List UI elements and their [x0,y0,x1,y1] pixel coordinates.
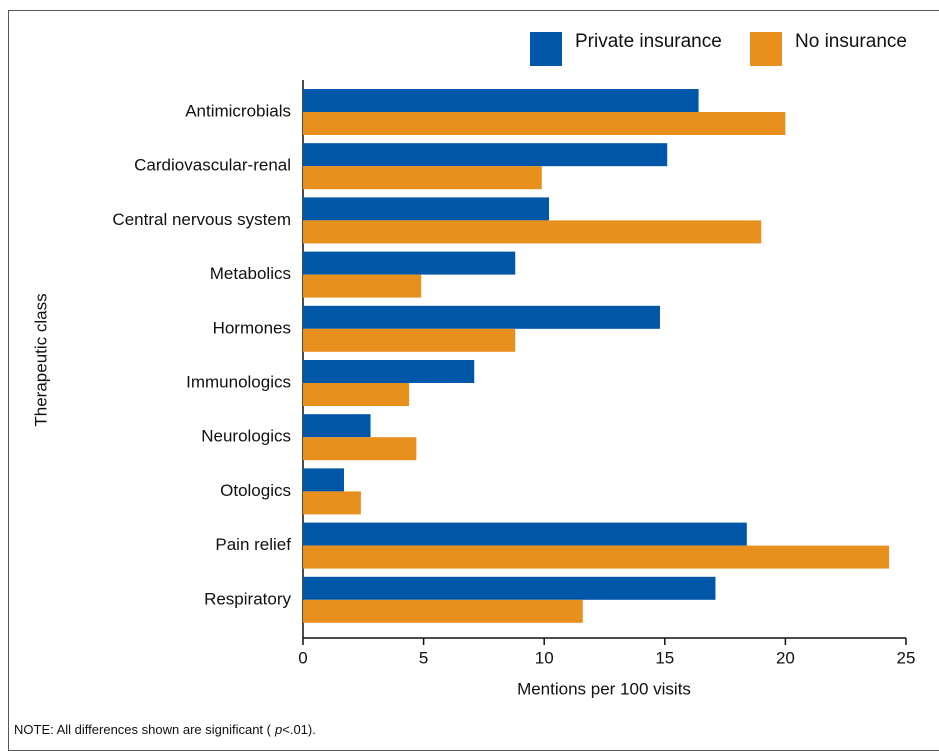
bar [303,251,516,275]
y-tick-label: Respiratory [204,589,291,608]
bar [303,599,583,623]
x-tick-label: 25 [897,648,916,667]
bar [303,522,747,546]
bar [303,437,417,461]
x-tick-label: 10 [535,648,554,667]
y-tick-label: Central nervous system [112,210,291,229]
legend-label: Private insurance [575,31,722,52]
bar [303,468,345,492]
bar [303,576,716,600]
y-tick-label: Immunologics [186,372,291,391]
y-tick-label: Pain relief [215,535,291,554]
note-symbol: p [274,722,282,737]
note-suffix: <.01). [282,722,316,737]
y-tick-label: Neurologics [201,427,291,446]
bar [303,383,410,406]
x-tick-label: 15 [655,648,674,667]
x-tick-label: 20 [776,648,795,667]
y-tick-label: Antimicrobials [185,101,291,120]
x-axis-label: Mentions per 100 visits [517,679,691,698]
x-tick-label: 5 [419,648,428,667]
bar [303,166,542,190]
bar [303,197,550,221]
note-prefix: NOTE: All differences shown are signific… [14,722,272,737]
bar [303,360,475,383]
legend-swatch [750,32,782,66]
x-tick-label: 0 [298,648,307,667]
bar [303,414,371,438]
note: NOTE: All differences shown are signific… [14,722,316,737]
bar [303,545,890,569]
bar [303,274,422,298]
bar [303,491,361,515]
legend-label: No insurance [795,31,907,52]
y-tick-label: Otologics [220,481,291,500]
bar [303,112,786,135]
bar [303,305,660,329]
legend-swatch [530,32,562,66]
bar [303,89,699,112]
y-tick-label: Cardiovascular-renal [134,156,291,175]
bar [303,143,668,167]
y-tick-label: Hormones [213,318,291,337]
bar [303,220,762,244]
y-axis-label: Therapeutic class [31,293,50,426]
bar [303,328,516,352]
y-tick-label: Metabolics [210,264,291,283]
